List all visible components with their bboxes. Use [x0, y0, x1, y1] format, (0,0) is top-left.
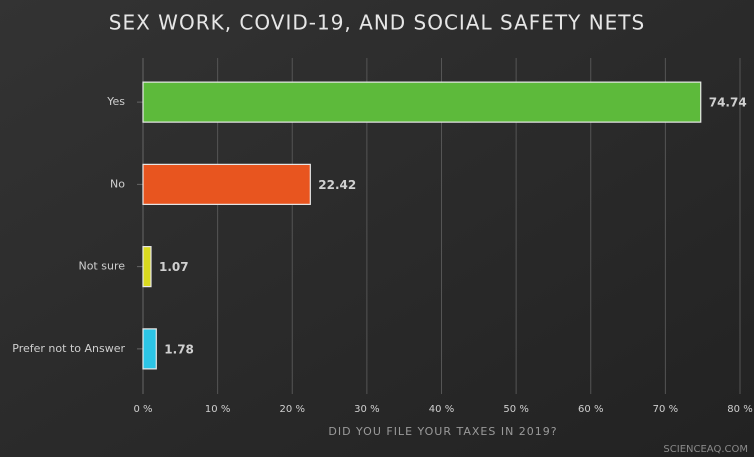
- bar: [142, 328, 157, 370]
- y-tick-label: No: [110, 177, 125, 190]
- x-tick-label: 70 %: [653, 404, 678, 415]
- x-tick-label: 80 %: [727, 404, 752, 415]
- value-label: 1.07: [159, 260, 189, 274]
- x-axis-title: DID YOU FILE YOUR TAXES IN 2019?: [328, 425, 557, 438]
- bar: [142, 81, 702, 123]
- bar: [142, 246, 152, 288]
- watermark: SCIENCEAQ.COM: [663, 444, 748, 455]
- value-label: 74.74: [709, 96, 747, 110]
- y-tick-label: Yes: [106, 95, 125, 108]
- y-tick-label: Not sure: [78, 260, 125, 273]
- plot-area: 0 % 10 % 20 % 30 % 40 % 50 % 60 % 70 % 80 % Yes 74…: [12, 58, 753, 415]
- value-label: 1.78: [164, 342, 194, 356]
- x-tick-label: 30 %: [354, 404, 379, 415]
- bar: [142, 163, 311, 205]
- x-tick-label: 0 %: [133, 404, 152, 415]
- y-tick-label: Prefer not to Answer: [12, 342, 125, 355]
- value-label: 22.42: [318, 178, 356, 192]
- x-tick-label: 40 %: [429, 404, 454, 415]
- x-tick-label: 50 %: [503, 404, 528, 415]
- chart-title: SEX WORK, COVID-19, AND SOCIAL SAFETY NE…: [109, 11, 645, 35]
- x-tick-label: 20 %: [280, 404, 305, 415]
- x-tick-label: 60 %: [578, 404, 603, 415]
- x-tick-label: 10 %: [205, 404, 230, 415]
